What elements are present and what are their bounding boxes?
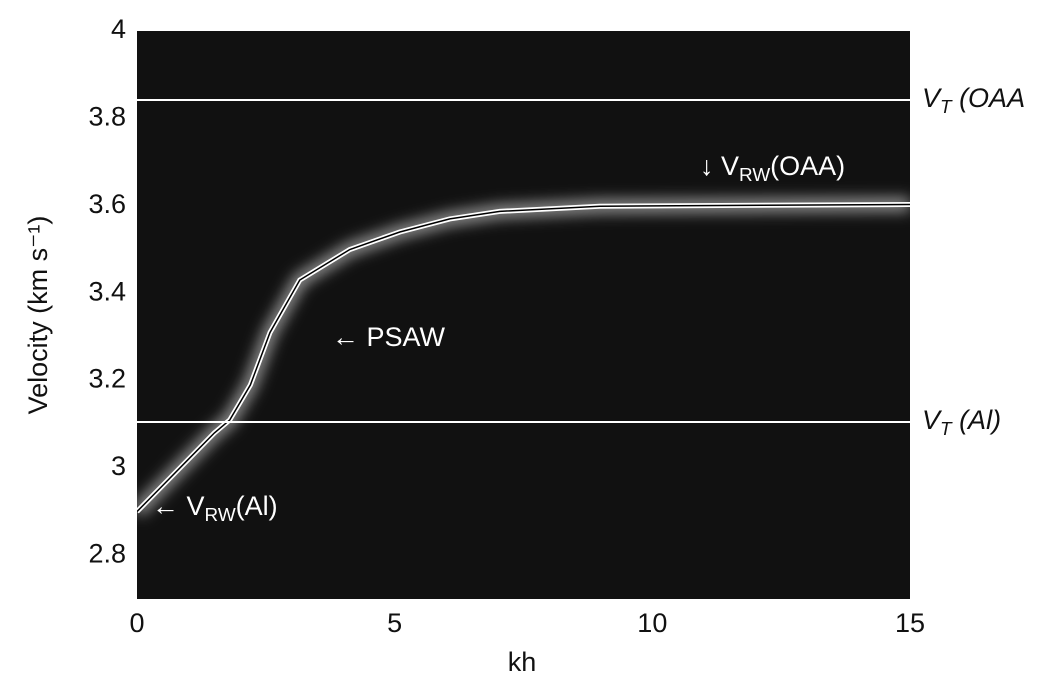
x-axis-label: kh xyxy=(508,647,537,677)
reference-label-sub: T xyxy=(940,97,953,118)
y-axis-label: Velocity (km s⁻¹) xyxy=(23,216,53,415)
y-tick-label: 4 xyxy=(111,14,126,44)
x-tick-label: 5 xyxy=(387,608,402,638)
reference-label: VT (Al) xyxy=(922,405,1001,440)
annotation-suffix: (OAA) xyxy=(770,151,845,181)
annotation: ↓ VRW(OAA) xyxy=(700,151,845,186)
annotation-text: ← V xyxy=(152,491,205,521)
annotation: ← VRW(Al) xyxy=(152,491,278,526)
annotation-sub: RW xyxy=(205,505,236,526)
annotation-sub: RW xyxy=(739,165,770,186)
annotation: ← PSAW xyxy=(332,322,446,352)
reference-label-text: V xyxy=(922,83,943,113)
annotation-suffix: (Al) xyxy=(236,491,278,521)
plot xyxy=(137,197,910,517)
line xyxy=(137,203,910,513)
y-tick-label: 3 xyxy=(111,451,126,481)
y-tick-label: 3.4 xyxy=(88,276,126,306)
x-tick-label: 15 xyxy=(895,608,925,638)
reference-label-suffix: (Al) xyxy=(952,405,1002,435)
x-tick-label: 10 xyxy=(637,608,667,638)
y-tick-label: 3.8 xyxy=(88,102,126,132)
reference-label-suffix: (OAA xyxy=(952,83,1026,113)
y-tick-label: 2.8 xyxy=(88,538,126,568)
annotation-text: ↓ V xyxy=(700,151,739,181)
y-tick-label: 3.2 xyxy=(88,364,126,394)
y-tick-label: 3.6 xyxy=(88,189,126,219)
annotation-text: ← PSAW xyxy=(332,322,446,352)
x-tick-label: 0 xyxy=(129,608,144,638)
reference-label-sub: T xyxy=(940,419,953,440)
reference-label: VT (OAA xyxy=(922,83,1025,118)
reference-label-text: V xyxy=(922,405,943,435)
plot-area xyxy=(137,31,910,599)
